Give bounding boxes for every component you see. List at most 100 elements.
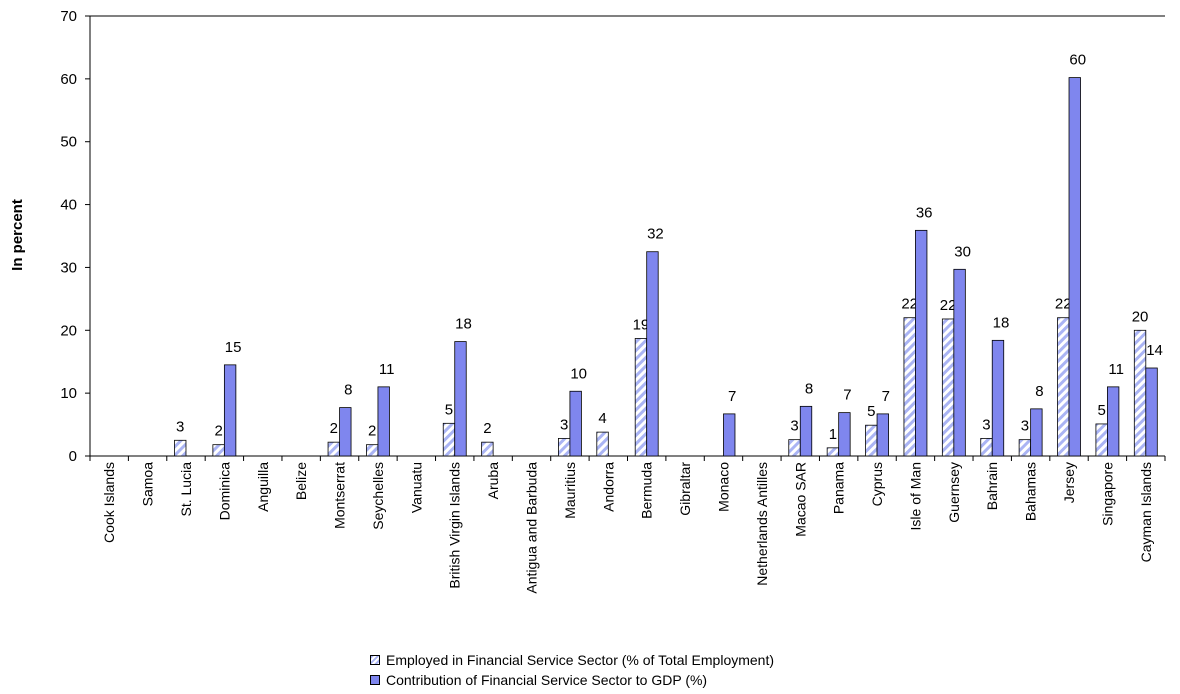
data-label-employed: 2 xyxy=(214,423,222,440)
x-tick-label: Montserrat xyxy=(332,462,348,529)
y-tick-label: 50 xyxy=(60,134,77,151)
bar-gdp xyxy=(646,251,659,457)
legend-item-gdp: Contribution of Financial Service Sector… xyxy=(370,670,774,690)
data-label-gdp: 11 xyxy=(1108,361,1124,378)
bar-gdp xyxy=(799,405,813,457)
x-tick-label: Mauritius xyxy=(562,462,578,519)
y-tick-label: 30 xyxy=(60,259,77,276)
y-tick-label: 70 xyxy=(60,8,77,25)
x-tick-label: Anguilla xyxy=(255,462,271,512)
bar-employed xyxy=(865,424,878,457)
bar-gdp xyxy=(991,339,1005,457)
bar-gdp xyxy=(339,407,352,457)
data-label-gdp: 15 xyxy=(225,339,242,356)
bar-gdp xyxy=(1030,408,1043,457)
data-label-gdp: 18 xyxy=(455,316,472,333)
x-tick-label: Singapore xyxy=(1099,462,1115,526)
data-label-gdp: 10 xyxy=(570,365,587,382)
bar-gdp xyxy=(1145,367,1158,457)
x-tick-label: Cyprus xyxy=(869,462,885,506)
x-tick-label: Belize xyxy=(293,462,309,500)
y-tick-label: 10 xyxy=(60,385,77,402)
data-label-gdp: 36 xyxy=(916,204,933,221)
x-tick-label: Cook Islands xyxy=(101,462,117,543)
y-tick-label: 0 xyxy=(69,448,77,465)
bar-employed xyxy=(903,317,916,457)
plot-area: 0 10 20 30 40 50 60 70 Cook Islands Samoa St. Luci… xyxy=(60,8,1166,594)
x-tick-label: Netherlands Antilles xyxy=(754,462,770,586)
data-label-employed: 3 xyxy=(790,418,798,435)
bar-employed xyxy=(980,437,993,457)
bar-employed xyxy=(1018,439,1032,457)
x-tick-label: British Virgin Islands xyxy=(447,462,463,589)
data-label-gdp: 8 xyxy=(344,382,352,399)
data-label-employed: 2 xyxy=(483,420,491,437)
x-tick-label: Bermuda xyxy=(639,462,655,519)
bar-employed xyxy=(1133,329,1147,457)
x-tick-label: Jersey xyxy=(1061,462,1077,503)
bar-employed xyxy=(481,441,494,457)
y-tick-label: 40 xyxy=(60,197,77,214)
y-tick-label: 20 xyxy=(60,322,77,339)
bar-gdp xyxy=(1107,386,1120,457)
x-tick-label: Macao SAR xyxy=(792,462,808,537)
legend-label-gdp: Contribution of Financial Service Sector… xyxy=(386,672,708,688)
data-label-employed: 22 xyxy=(901,296,918,313)
x-tick-label: Panama xyxy=(831,462,847,514)
x-tick-label: Samoa xyxy=(140,462,156,507)
data-label-gdp: 7 xyxy=(843,387,851,404)
legend-item-employed: Employed in Financial Service Sector (% … xyxy=(370,650,774,670)
bar-gdp xyxy=(723,413,736,457)
data-label-gdp: 32 xyxy=(647,226,664,243)
bar-gdp xyxy=(838,412,851,457)
data-label-gdp: 30 xyxy=(954,243,971,260)
bar-gdp xyxy=(1068,77,1081,457)
data-label-employed: 22 xyxy=(940,297,957,314)
x-tick-label: Dominica xyxy=(216,462,232,521)
bar-employed xyxy=(596,431,609,457)
bar-employed xyxy=(442,422,456,457)
data-label-employed: 1 xyxy=(829,426,837,443)
data-label-employed: 3 xyxy=(176,418,184,435)
bar-gdp xyxy=(915,229,928,457)
bar-gdp xyxy=(569,390,582,457)
bar-employed xyxy=(1095,423,1108,457)
x-tick-label: Bahrain xyxy=(984,462,1000,510)
bar-gdp xyxy=(953,268,966,457)
x-tick-label: Seychelles xyxy=(370,462,386,530)
bar-employed xyxy=(826,447,840,457)
bar-employed xyxy=(212,444,225,457)
bar-employed xyxy=(558,437,571,457)
bar-gdp xyxy=(377,386,390,457)
legend-swatch-solid xyxy=(370,675,380,685)
data-label-employed: 3 xyxy=(560,416,568,433)
bar-employed xyxy=(941,318,955,457)
data-label-employed: 5 xyxy=(867,403,875,420)
data-label-gdp: 7 xyxy=(882,388,890,405)
bar-gdp xyxy=(223,364,237,457)
data-label-employed: 2 xyxy=(368,423,376,440)
data-label-gdp: 14 xyxy=(1146,342,1163,359)
legend-label-employed: Employed in Financial Service Sector (% … xyxy=(386,652,775,668)
data-label-employed: 19 xyxy=(633,316,650,333)
x-tick-label: Gibraltar xyxy=(677,462,693,516)
data-label-employed: 22 xyxy=(1055,296,1072,313)
data-label-employed: 3 xyxy=(982,416,990,433)
bar-employed xyxy=(174,439,187,457)
data-label-employed: 3 xyxy=(1021,418,1029,435)
data-label-gdp: 60 xyxy=(1069,52,1086,69)
x-tick-label: Andorra xyxy=(600,462,616,512)
bar-employed xyxy=(327,441,340,457)
x-tick-label: Bahamas xyxy=(1023,462,1039,521)
data-label-employed: 4 xyxy=(598,410,606,427)
bar-employed xyxy=(634,338,648,457)
x-tick-label: Antigua and Barbuda xyxy=(524,462,540,594)
data-label-employed: 20 xyxy=(1132,308,1149,325)
data-label-employed: 5 xyxy=(1097,402,1105,419)
legend-swatch-hatched xyxy=(370,655,380,665)
x-tick-label: St. Lucia xyxy=(178,462,194,517)
y-axis-label: In percent xyxy=(9,199,26,271)
data-label-gdp: 11 xyxy=(379,361,395,378)
x-tick-label: Guernsey xyxy=(946,462,962,523)
